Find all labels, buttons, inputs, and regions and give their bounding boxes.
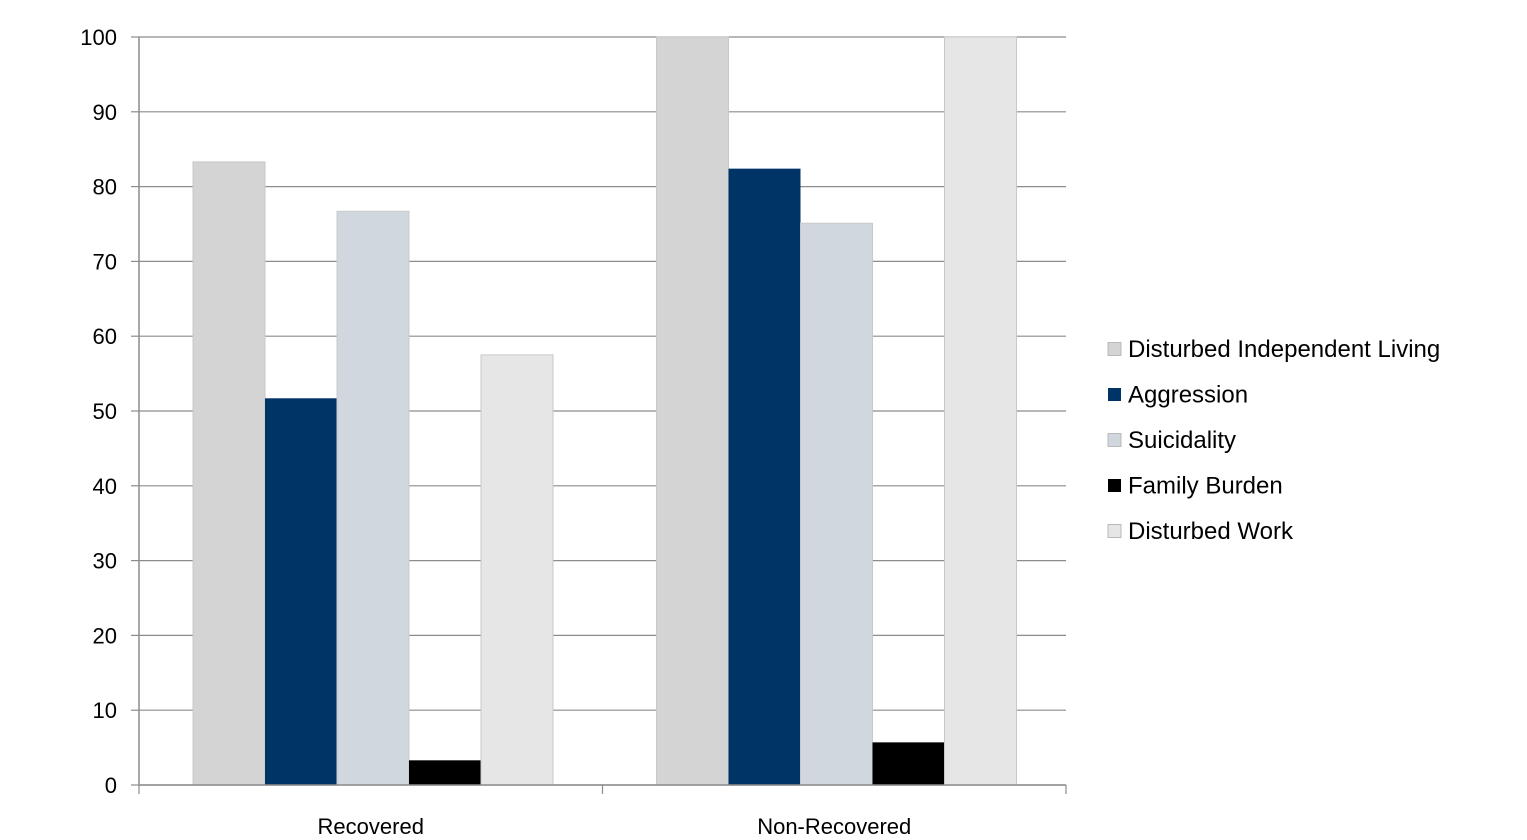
- bar-suicidality-recovered: [336, 210, 410, 786]
- x-category-label: Recovered: [318, 814, 424, 839]
- y-tick-label: 80: [93, 175, 117, 200]
- y-tick-label: 100: [80, 25, 117, 50]
- legend-label: Family Burden: [1128, 473, 1283, 500]
- legend-label: Suicidality: [1128, 427, 1236, 454]
- legend-swatch: [1107, 433, 1122, 447]
- bars: [192, 36, 1017, 786]
- x-category-label: Non-Recovered: [757, 814, 911, 839]
- bar-suicidality-non-recovered: [800, 222, 873, 786]
- legend-label: Disturbed Work: [1128, 518, 1294, 545]
- y-tick-label: 90: [93, 100, 117, 125]
- y-tick-label: 40: [93, 474, 117, 499]
- legend-swatch: [1108, 479, 1121, 492]
- y-tick-label: 10: [93, 698, 117, 723]
- y-tick-label: 20: [93, 623, 117, 648]
- bar-disturbed-work-recovered: [480, 354, 554, 786]
- bar-disturbed-work-non-recovered: [944, 36, 1017, 786]
- y-axis-tick-labels: 0 10 20 30 40 50 60 70 80 90 100: [80, 25, 117, 798]
- bar-aggression-non-recovered: [728, 168, 801, 785]
- x-axis-category-labels: Recovered Non-Recovered: [318, 814, 912, 839]
- legend-swatch: [1107, 524, 1122, 538]
- bar-disturbed-independent-living-recovered: [192, 161, 266, 786]
- y-tick-label: 30: [93, 549, 117, 574]
- y-tick-label: 70: [93, 249, 117, 274]
- legend-swatch: [1107, 342, 1122, 356]
- bar-disturbed-independent-living-non-recovered: [656, 36, 729, 786]
- bar-aggression-recovered: [265, 398, 337, 785]
- y-tick-label: 60: [93, 324, 117, 349]
- legend-swatch: [1108, 388, 1121, 401]
- bar-family-burden-recovered: [409, 760, 481, 785]
- y-tick-label: 50: [93, 399, 117, 424]
- legend-label: Aggression: [1128, 382, 1248, 409]
- bar-family-burden-non-recovered: [872, 742, 945, 785]
- legend: Disturbed Independent Living Aggression Su…: [1107, 336, 1440, 545]
- axes: [138, 37, 1067, 794]
- y-tick-label: 0: [105, 773, 117, 798]
- legend-label: Disturbed Independent Living: [1128, 336, 1440, 363]
